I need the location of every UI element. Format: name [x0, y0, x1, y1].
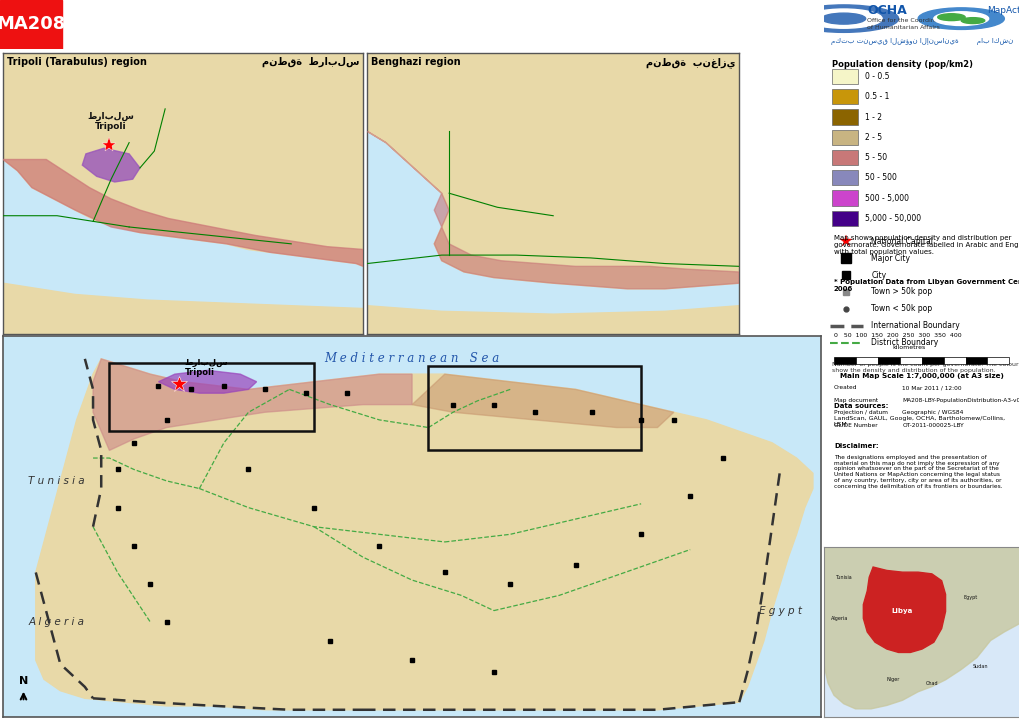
Circle shape	[821, 13, 865, 24]
Text: Sudan: Sudan	[972, 663, 987, 668]
Text: OT-2011-000025-LBY: OT-2011-000025-LBY	[902, 423, 963, 428]
Text: 5 - 50: 5 - 50	[864, 153, 887, 162]
Polygon shape	[83, 149, 140, 182]
Text: International Boundary: International Boundary	[870, 321, 959, 330]
Bar	[965, 358, 986, 364]
Bar	[855, 358, 877, 364]
Polygon shape	[367, 306, 739, 334]
Text: T u n i s i a: T u n i s i a	[28, 476, 85, 486]
Text: A l g e r i a: A l g e r i a	[29, 617, 85, 627]
Text: طرابلس
Tripoli: طرابلس Tripoli	[184, 358, 228, 377]
Text: منطقة  بنغازي: منطقة بنغازي	[645, 57, 735, 68]
Bar	[986, 358, 1009, 364]
Circle shape	[936, 14, 964, 21]
Text: City: City	[870, 270, 886, 280]
Text: National Capital: National Capital	[870, 236, 932, 246]
Text: Tripoli (Tarabulus) region: Tripoli (Tarabulus) region	[7, 57, 147, 67]
Bar	[428, 366, 641, 451]
Text: 500 - 5,000: 500 - 5,000	[864, 193, 908, 203]
Bar	[832, 110, 858, 125]
Text: Niger: Niger	[886, 677, 899, 682]
Circle shape	[933, 12, 987, 25]
Polygon shape	[823, 547, 1019, 709]
Polygon shape	[158, 371, 257, 393]
Text: 50 - 500: 50 - 500	[864, 173, 897, 182]
Text: Disclaimer:: Disclaimer:	[834, 443, 877, 449]
Text: LandScan, GAUL, Google, OCHA, Bartholomew/Collins,
USM: LandScan, GAUL, Google, OCHA, Bartholome…	[834, 417, 1004, 428]
Text: Tunisia: Tunisia	[835, 575, 851, 580]
Text: Population Density and Distribution: Population Density and Distribution	[71, 29, 310, 42]
Text: N: N	[19, 676, 29, 686]
Bar	[832, 89, 858, 105]
Text: 0   50  100  150  200  250  300  350  400: 0 50 100 150 200 250 300 350 400	[834, 334, 961, 338]
Text: Benghazi region: Benghazi region	[371, 57, 461, 67]
Bar	[877, 358, 899, 364]
Text: Created: Created	[834, 386, 857, 390]
Text: Geographic / WGS84: Geographic / WGS84	[902, 410, 963, 415]
Bar	[943, 358, 965, 364]
Bar	[832, 69, 858, 84]
Bar	[0, 0, 62, 49]
Text: Major City: Major City	[870, 254, 909, 262]
Text: Map document: Map document	[834, 398, 877, 403]
Text: MA208-LBY-PopulationDistribution-A3-v01: MA208-LBY-PopulationDistribution-A3-v01	[902, 398, 1019, 403]
Circle shape	[917, 8, 1004, 30]
Text: Egypt: Egypt	[963, 596, 977, 601]
Polygon shape	[862, 567, 945, 653]
Bar	[832, 170, 858, 185]
Text: مكتب تنسيق الشؤون الإنسانية        ماب اكشن: مكتب تنسيق الشؤون الإنسانية ماب اكشن	[830, 38, 1012, 45]
Text: kilometres: kilometres	[892, 345, 925, 350]
Text: Town < 50k pop: Town < 50k pop	[870, 304, 931, 314]
Bar	[832, 211, 858, 226]
Text: 0.5 - 1: 0.5 - 1	[864, 92, 889, 101]
Text: 5,000 - 50,000: 5,000 - 50,000	[864, 213, 920, 223]
Text: 10 Mar 2011 / 12:00: 10 Mar 2011 / 12:00	[902, 386, 961, 390]
Bar	[899, 358, 921, 364]
Text: of Humanitarian Affairs: of Humanitarian Affairs	[866, 25, 940, 30]
Text: Libya: Libya	[891, 609, 912, 614]
Text: Town > 50k pop: Town > 50k pop	[870, 288, 931, 296]
Bar	[921, 358, 943, 364]
Bar	[832, 130, 858, 145]
Text: Data sources:: Data sources:	[834, 403, 888, 409]
Polygon shape	[93, 359, 412, 451]
Text: Office for the Coordination: Office for the Coordination	[866, 18, 950, 23]
Text: OCHA: OCHA	[866, 4, 906, 17]
Text: Algeria: Algeria	[830, 616, 848, 621]
Bar	[832, 150, 858, 165]
Text: Chad: Chad	[924, 681, 937, 686]
Text: E g y p t: E g y p t	[758, 606, 801, 616]
Bar	[832, 190, 858, 205]
Text: District Boundary: District Boundary	[870, 338, 937, 347]
Bar	[109, 363, 314, 431]
Polygon shape	[3, 283, 363, 334]
Text: 1 - 2: 1 - 2	[864, 112, 881, 122]
Bar	[834, 358, 855, 364]
Circle shape	[788, 5, 898, 32]
Polygon shape	[367, 131, 739, 289]
Text: GLIDE Number: GLIDE Number	[834, 423, 876, 428]
Text: Number of people is the count per governorate. The colours
show the density and : Number of people is the count per govern…	[832, 362, 1019, 373]
Polygon shape	[412, 374, 674, 428]
Text: 2 - 5: 2 - 5	[864, 133, 881, 142]
Text: منطقة  طرابلس: منطقة طرابلس	[262, 57, 360, 67]
Text: طرابلس
Tripoli: طرابلس Tripoli	[88, 112, 135, 131]
Text: * Population Data from Libyan Government Census
2006: * Population Data from Libyan Government…	[834, 280, 1019, 293]
Text: MA208: MA208	[0, 14, 65, 32]
Polygon shape	[36, 359, 812, 709]
Circle shape	[805, 9, 881, 28]
Text: MapAction: MapAction	[985, 6, 1019, 15]
Polygon shape	[3, 53, 363, 266]
Text: Map shows population density and distribution per
governorate. Governorate label: Map shows population density and distrib…	[834, 234, 1019, 255]
Polygon shape	[3, 159, 363, 266]
Text: 0 - 0.5: 0 - 0.5	[864, 72, 889, 81]
Circle shape	[960, 17, 983, 24]
Text: Population density (pop/km2): Population density (pop/km2)	[832, 60, 972, 68]
Text: LIBYAN ARAB JAMAHIRIYA: LIBYAN ARAB JAMAHIRIYA	[71, 6, 271, 21]
Text: Main Map Scale 1:7,000,000 (at A3 size): Main Map Scale 1:7,000,000 (at A3 size)	[840, 373, 1003, 379]
Polygon shape	[367, 53, 739, 289]
Text: Projection / datum: Projection / datum	[834, 410, 888, 415]
Text: The designations employed and the presentation of
material on this map do not im: The designations employed and the presen…	[834, 455, 1002, 489]
Text: M e d i t e r r a n e a n   S e a: M e d i t e r r a n e a n S e a	[324, 353, 499, 366]
